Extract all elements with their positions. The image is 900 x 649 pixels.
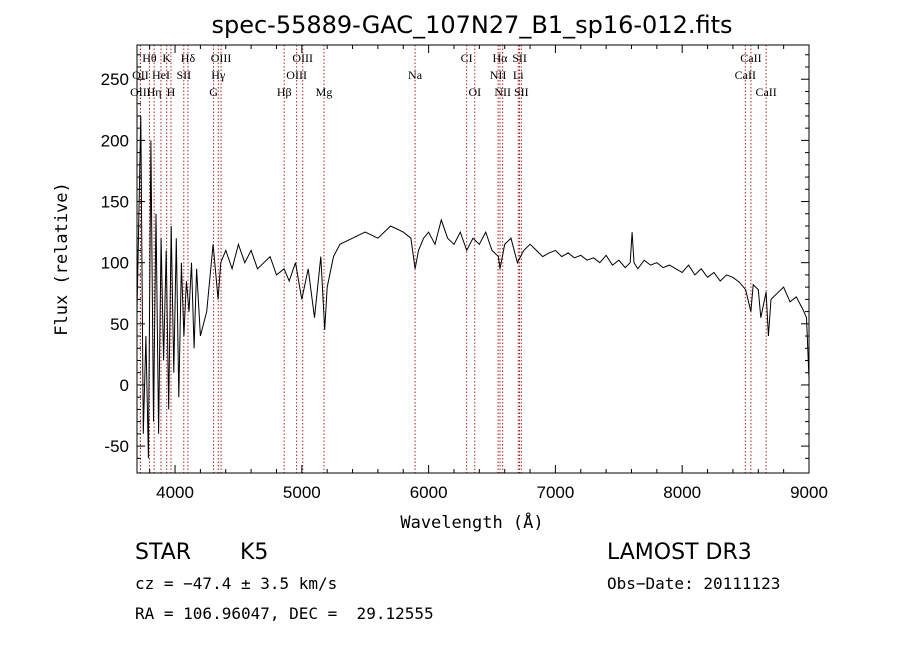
line-marker-label: SII <box>514 85 529 99</box>
line-marker-label: OIII <box>211 51 232 65</box>
y-tick-label: 250 <box>101 70 129 89</box>
line-marker-label: SII <box>512 51 527 65</box>
y-tick-label: 150 <box>101 193 129 212</box>
x-tick-label: 5000 <box>283 483 321 502</box>
object-class: STAR <box>135 540 192 565</box>
line-marker-label: Hβ <box>277 85 292 99</box>
line-marker-label: NII <box>490 68 507 82</box>
y-tick-label: 200 <box>101 131 129 150</box>
x-tick-label: 8000 <box>663 483 701 502</box>
x-tick-label: 9000 <box>790 483 828 502</box>
line-marker-label: CaII <box>740 51 761 65</box>
line-marker-label: Li <box>513 68 524 82</box>
line-marker-label: Hθ <box>142 51 157 65</box>
y-tick-label: 0 <box>120 376 129 395</box>
line-marker-label: CaII <box>735 68 756 82</box>
spectrum-chart: spec-55889-GAC_107N27_B1_sp16-012.fits H… <box>52 11 828 533</box>
line-marker-label: Hγ <box>211 68 226 82</box>
line-marker-label: SII <box>176 68 191 82</box>
line-marker-label: OII <box>132 68 149 82</box>
observation-date: Obs−Date: 20111123 <box>607 574 781 593</box>
y-tick-label: 50 <box>110 315 129 334</box>
coordinates: RA = 106.96047, DEC = 29.12555 <box>135 604 434 623</box>
line-marker-label: OI <box>468 85 481 99</box>
line-marker-label: Hη <box>147 85 162 99</box>
line-marker-label: G <box>209 85 218 99</box>
survey-name: LAMOST DR3 <box>607 540 752 565</box>
y-axis: -50 0 50 100 150 200 250 <box>101 54 809 459</box>
x-tick-label: 6000 <box>410 483 448 502</box>
line-marker-label: CaII <box>755 85 776 99</box>
y-tick-label: 100 <box>101 254 129 273</box>
spectrum-line <box>136 115 810 459</box>
x-axis: 4000 5000 6000 7000 8000 9000 <box>149 45 828 502</box>
y-tick-label: -50 <box>104 437 129 456</box>
line-marker-label: HeI <box>152 68 170 82</box>
object-subclass: K5 <box>240 540 269 565</box>
line-marker-label: K <box>162 51 171 65</box>
line-marker-label: CI <box>461 51 473 65</box>
line-marker-label: Na <box>408 68 423 82</box>
redshift-cz: cz = −47.4 ± 3.5 km/s <box>135 574 338 593</box>
y-axis-label: Flux (relative) <box>52 182 72 336</box>
line-marker-label: NII <box>494 85 511 99</box>
chart-title: spec-55889-GAC_107N27_B1_sp16-012.fits <box>211 11 732 39</box>
line-marker-label: Mg <box>316 85 333 99</box>
line-marker-label: OIII <box>286 68 307 82</box>
x-tick-label: 4000 <box>156 483 194 502</box>
line-marker-label: H <box>167 85 176 99</box>
x-tick-label: 7000 <box>537 483 575 502</box>
line-marker-label: Hδ <box>181 51 196 65</box>
line-marker-label: OIII <box>130 85 151 99</box>
line-marker-label: OIII <box>292 51 313 65</box>
plot-frame <box>136 44 810 474</box>
x-axis-label: Wavelength (Å) <box>400 511 543 533</box>
line-marker-label: Hα <box>493 51 509 65</box>
